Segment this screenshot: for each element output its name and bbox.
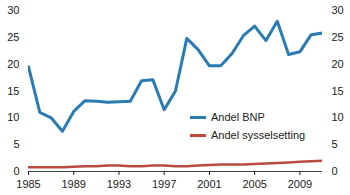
svg-text:2009: 2009 — [288, 178, 312, 190]
svg-text:20: 20 — [7, 58, 19, 70]
svg-text:1989: 1989 — [61, 178, 85, 190]
svg-text:10: 10 — [332, 111, 344, 123]
svg-text:0: 0 — [332, 165, 338, 177]
svg-text:1993: 1993 — [107, 178, 131, 190]
svg-text:30: 30 — [7, 4, 19, 16]
svg-text:0: 0 — [13, 165, 19, 177]
html-text:Andel sysselsetting: Andel sysselsetting — [211, 129, 306, 141]
svg-text:2001: 2001 — [197, 178, 221, 190]
svg-text:25: 25 — [7, 31, 19, 43]
svg-text:1997: 1997 — [152, 178, 176, 190]
html-text:Andel BNP: Andel BNP — [211, 111, 265, 123]
svg-text:15: 15 — [332, 85, 344, 97]
svg-text:1985: 1985 — [16, 178, 40, 190]
svg-text:10: 10 — [7, 111, 19, 123]
svg-text:25: 25 — [332, 31, 344, 43]
svg-text:20: 20 — [332, 58, 344, 70]
svg-text:30: 30 — [332, 4, 344, 16]
svg-text:5: 5 — [13, 138, 19, 150]
svg-text:2005: 2005 — [242, 178, 266, 190]
svg-text:5: 5 — [332, 138, 338, 150]
svg-text:15: 15 — [7, 85, 19, 97]
